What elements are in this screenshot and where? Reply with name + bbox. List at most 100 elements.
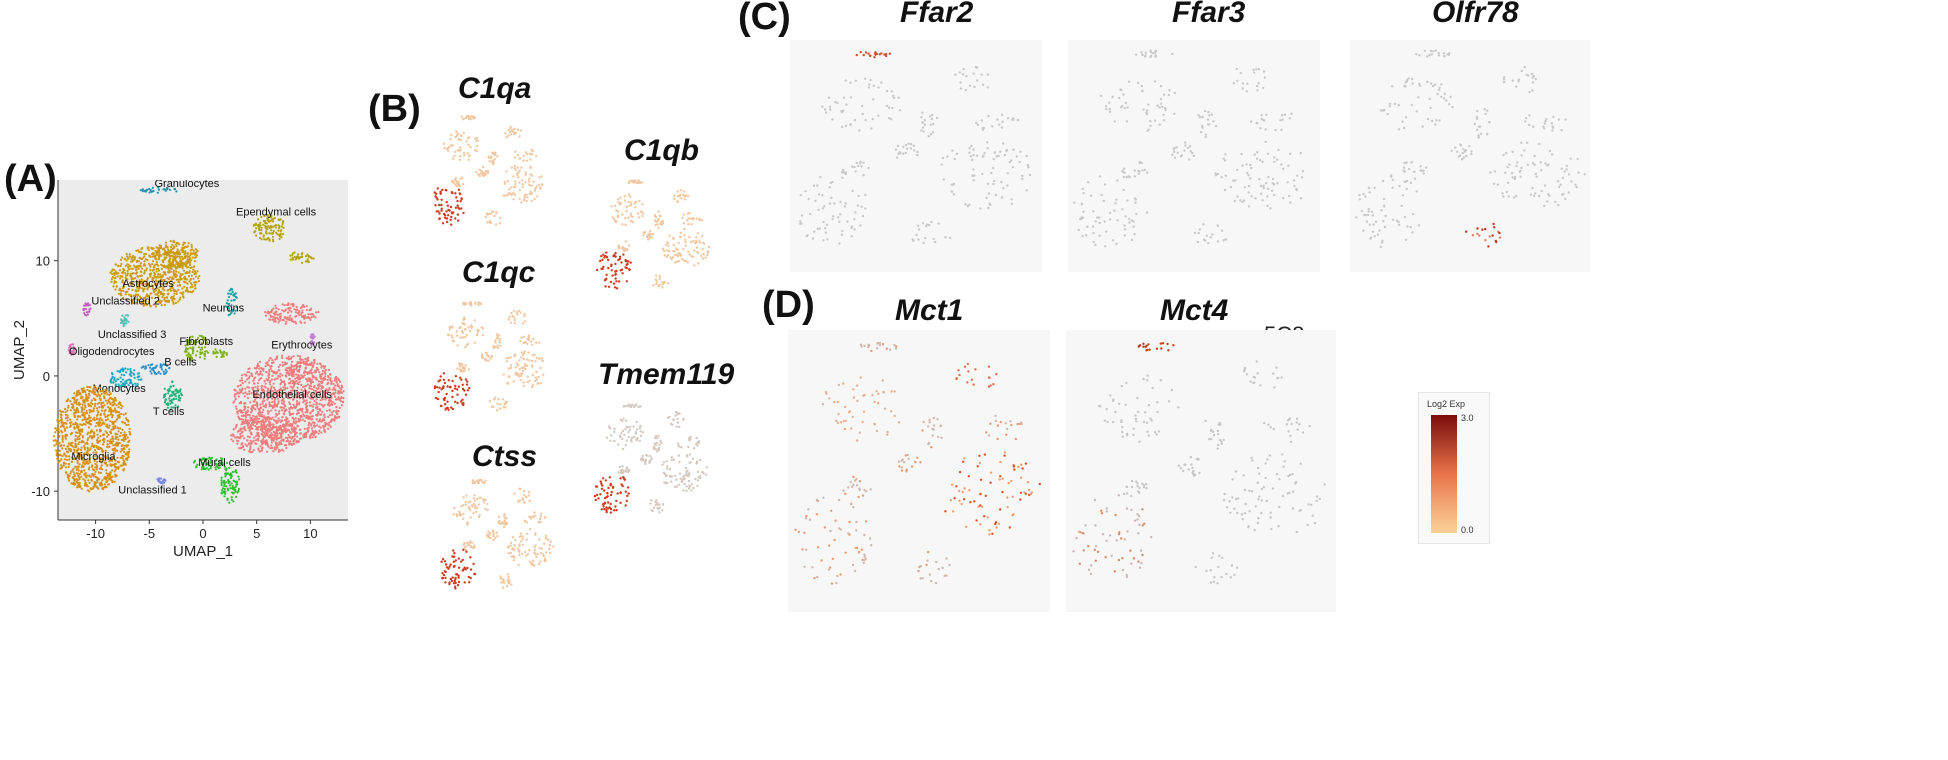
x-tick-label: 10 [303,526,317,541]
cell-cluster [975,113,1020,131]
cell-cluster [920,111,939,138]
cell-cluster [840,160,870,177]
cell-cluster [507,309,527,325]
y-axis-label: UMAP_2 [11,320,28,380]
cell-cluster [894,142,919,159]
cluster-b-cells [140,363,171,376]
cell-cluster [799,175,867,245]
cell-cluster [666,411,685,428]
cluster-label: Unclassified 3 [98,329,166,341]
cell-cluster [1194,552,1239,585]
cluster-unclassified-3 [119,314,130,328]
cell-cluster [502,164,544,204]
cell-cluster [451,176,465,188]
cell-cluster [485,529,499,542]
cell-cluster [1249,112,1293,132]
panel-c-label: (C) [738,0,791,38]
cell-cluster [433,187,465,226]
cell-cluster [1073,175,1149,248]
panel-a-umap-chart: Granulocytes Ependymal cells Astrocytes Unc… [0,180,360,560]
cell-cluster [661,227,711,267]
cell-cluster [1465,222,1502,248]
cell-cluster [605,417,645,451]
cell-cluster [1171,141,1195,161]
cell-cluster [507,528,555,567]
cell-cluster [1214,140,1305,210]
umap-thumb-c1qc [432,296,550,424]
cell-cluster [1379,77,1454,131]
cell-cluster [502,350,545,389]
umap-thumb-olfr78 [1350,40,1590,272]
cell-cluster [642,229,655,241]
cell-cluster [442,130,480,162]
cluster-label: Astrocytes [123,278,175,290]
cell-cluster [1489,141,1586,208]
cluster-unclassified-1 [156,477,167,485]
cluster-astrocytes [109,239,201,308]
cell-cluster [1197,109,1218,139]
cell-cluster [1135,49,1174,59]
gene-title-c1qb: C1qb [624,134,699,167]
umap-thumb-c1qa [428,110,546,238]
cell-cluster [471,478,487,485]
cell-cluster [499,573,513,589]
umap-thumb-mct1 [788,330,1050,612]
cell-cluster [462,540,476,552]
cell-cluster [480,351,494,362]
cluster-label: Ependymal cells [236,207,317,219]
umap-thumb-c1qb [594,174,712,302]
cell-cluster [488,396,508,412]
cell-cluster [1099,80,1176,133]
cluster-label: Erythrocytes [271,339,333,351]
cell-cluster [821,376,901,442]
cell-cluster [595,251,632,290]
cell-cluster [940,141,1032,210]
x-tick-label: -10 [86,526,105,541]
cell-cluster [985,414,1023,441]
cell-cluster [1502,65,1537,94]
gene-title-ffar3: Ffar3 [1172,0,1246,29]
umap-thumb-tmem119 [592,398,710,526]
cell-cluster [1263,417,1311,444]
cluster-label: Microglia [71,451,116,463]
cell-cluster [640,453,653,466]
cell-cluster [497,513,509,529]
cell-cluster [484,210,502,226]
cell-cluster [649,499,665,514]
legend-title: Log2 Exp [1427,399,1466,409]
cluster-t-cells [162,380,183,411]
cell-cluster [627,179,644,185]
cell-cluster [1402,161,1428,180]
panel-d-label: (D) [762,284,815,326]
cluster-label: Unclassified 1 [118,484,186,496]
cluster-label: Fibroblasts [179,336,233,348]
cell-cluster [504,125,523,139]
cell-cluster [1242,360,1283,389]
cell-cluster [1072,494,1153,579]
umap-scatter-svg: Granulocytes Ependymal cells Astrocytes Unc… [11,180,348,560]
cluster-label: Unclassified 2 [91,295,159,307]
umap-thumb-mct4 [1066,330,1336,612]
cluster-ependymal-cells [252,213,315,264]
cluster-label: Mural cells [198,457,251,469]
cluster-endothelial-cells [230,302,345,454]
cell-cluster [622,403,642,409]
cell-cluster [1355,174,1421,249]
cell-cluster [842,475,872,499]
cell-cluster [523,511,547,524]
cell-cluster [433,372,471,411]
cell-cluster [1223,453,1326,534]
x-axis-label: UMAP_1 [173,543,233,560]
cluster-neurons [225,287,238,317]
cell-cluster [440,548,477,590]
cluster-unclassified-2 [82,302,92,317]
cell-cluster [1232,67,1267,93]
cell-cluster [460,114,477,121]
legend-color-bar [1431,415,1457,533]
cell-cluster [513,148,538,162]
cell-cluster [652,274,670,289]
cell-cluster [513,487,531,504]
cluster-label: Oligodendrocytes [69,346,155,358]
cell-cluster [1204,419,1225,450]
gene-title-c1qc: C1qc [462,256,536,289]
